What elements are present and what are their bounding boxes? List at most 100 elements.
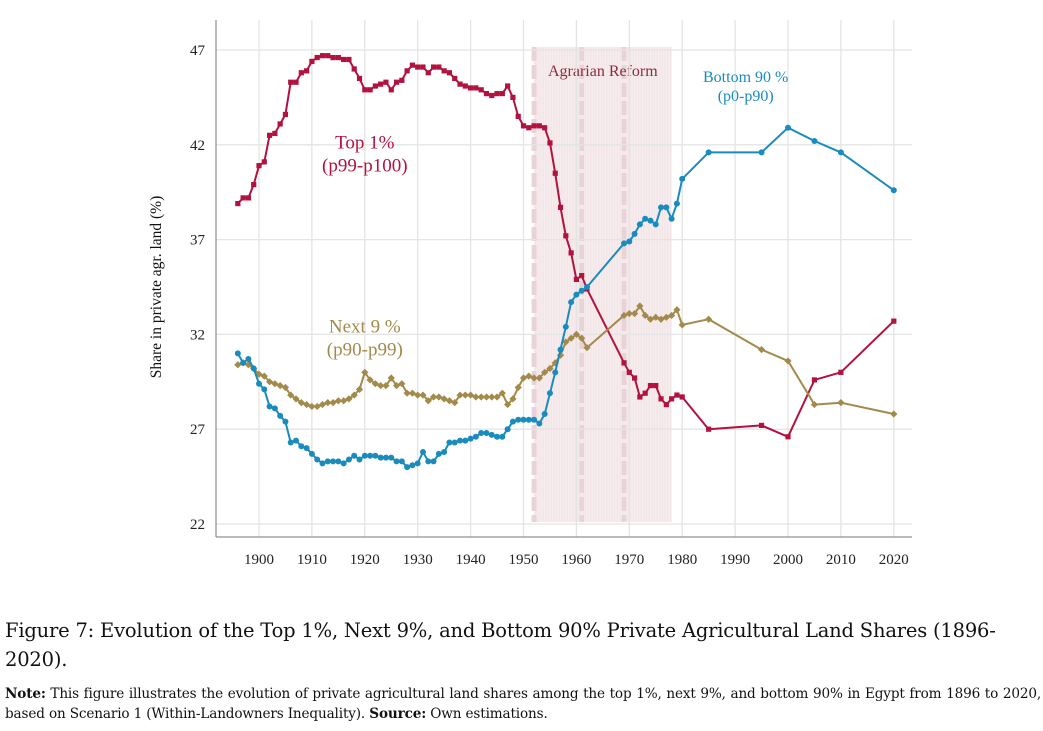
data-point [542,125,548,131]
data-point [298,443,305,450]
shaded-region-layer: Agrarian Reform [531,47,672,522]
series-label-name: Next 9 % [329,317,401,338]
data-point [462,83,468,89]
data-point [446,70,453,76]
data-point [441,448,448,455]
data-point [625,309,633,318]
data-point [669,396,675,402]
data-point [891,318,897,324]
data-point [362,87,368,93]
data-point [382,381,390,390]
data-point [335,458,342,465]
x-tick-label: 1950 [509,552,539,568]
data-point [509,418,516,425]
data-point [288,79,294,85]
data-point [673,200,680,207]
data-point [535,374,543,382]
data-point [837,149,844,156]
data-point [514,383,522,392]
data-point [626,369,632,375]
data-point [308,450,315,457]
y-axis-title: Share in private agr. land (%) [148,196,165,379]
data-point [377,454,384,461]
data-point [345,456,352,463]
data-point [636,221,643,228]
data-point [414,391,422,399]
data-point [541,411,548,418]
data-point [568,299,575,306]
data-point [456,391,464,399]
data-point [530,374,538,382]
data-point [552,170,558,176]
x-tick-label: 2010 [826,552,856,568]
data-point [515,113,521,119]
data-point [547,140,553,146]
data-point [572,330,580,338]
data-point [811,138,818,145]
data-point [261,386,268,393]
data-point [483,91,490,97]
data-point [420,64,426,70]
data-point [556,351,565,359]
series-bottom-90 [234,124,897,471]
data-point [276,381,284,390]
data-point [488,431,495,438]
data-point [387,374,395,382]
data-point [642,215,649,222]
source-label: Source: [369,706,427,722]
data-point [757,345,766,354]
data-point [446,439,453,446]
data-point [668,311,676,320]
agrarian-reform-label: Agrarian Reform [548,63,658,80]
data-point [557,204,564,210]
data-point [811,377,818,383]
data-point [287,391,295,399]
data-point [546,364,554,373]
data-point [356,456,363,463]
data-point [325,53,331,59]
data-point [355,385,364,393]
data-point [472,393,480,401]
data-point [367,87,373,93]
source-text: Own estimations. [426,706,548,722]
data-point [388,454,395,461]
data-point [287,439,294,446]
data-point [382,454,389,461]
data-point [489,92,495,99]
data-point [388,87,394,93]
data-point [441,68,447,74]
data-point [398,380,406,388]
data-point [505,83,511,89]
data-point [526,125,532,131]
data-point [345,395,353,403]
data-point [430,64,437,70]
data-point [473,85,479,91]
data-point [457,81,463,87]
data-point [468,85,474,91]
data-point [330,54,336,61]
data-point [356,75,363,82]
data-point [266,132,273,138]
data-point [536,420,543,427]
series-label-name: Bottom 90 % [703,69,788,86]
data-point [408,389,417,397]
figure-caption: Figure 7: Evolution of the Top 1%, Next … [5,619,996,671]
data-point [293,437,300,444]
data-point [504,426,511,433]
data-point [324,458,331,465]
data-point [663,401,669,408]
data-point [658,396,664,402]
data-point [658,204,665,211]
x-tick-label: 1900 [244,552,274,568]
note-label: Note: [5,686,46,702]
data-point [504,400,512,409]
data-point [240,359,247,366]
data-point [234,361,242,369]
data-point [663,204,670,211]
data-point [277,121,283,127]
data-point [478,87,484,93]
data-point [250,365,257,372]
data-point [304,68,310,74]
data-point [419,391,427,399]
data-point [641,311,649,320]
